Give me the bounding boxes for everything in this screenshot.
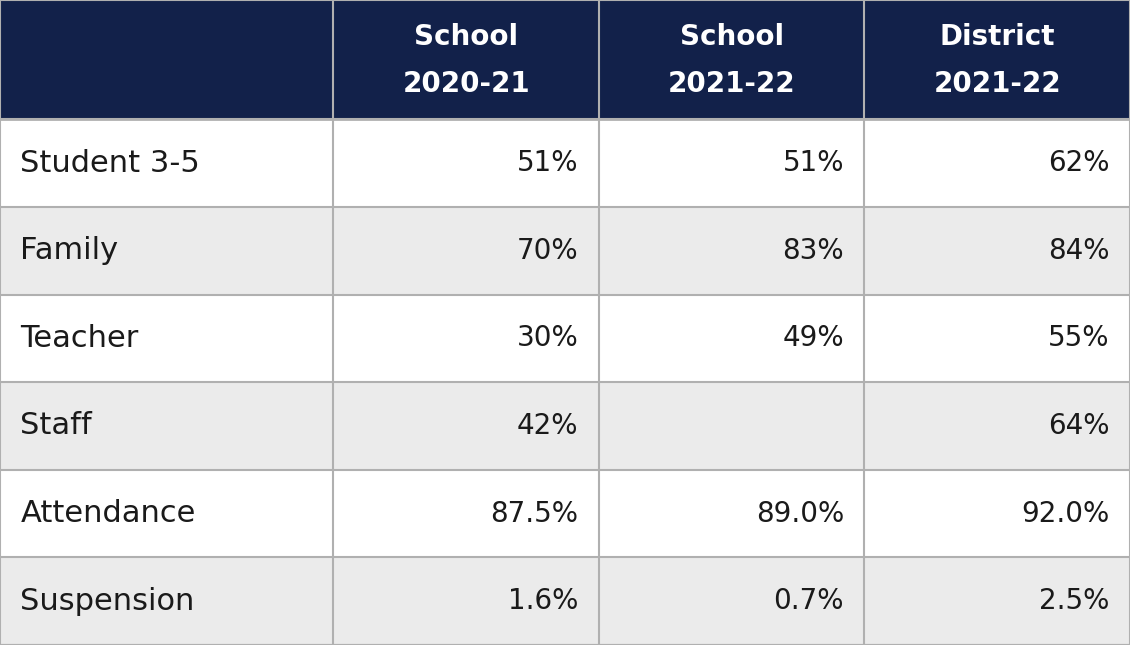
Text: 2021-22: 2021-22 — [668, 70, 796, 98]
Text: 2020-21: 2020-21 — [402, 70, 530, 98]
Bar — [333, 207, 599, 295]
Text: 2.5%: 2.5% — [1040, 587, 1110, 615]
Bar — [599, 0, 864, 119]
Text: 51%: 51% — [518, 149, 579, 177]
Bar — [864, 382, 1130, 470]
Bar — [599, 295, 864, 382]
Text: 70%: 70% — [516, 237, 579, 264]
Bar — [333, 557, 599, 645]
Bar — [0, 557, 333, 645]
Bar — [864, 557, 1130, 645]
Bar — [864, 295, 1130, 382]
Bar — [333, 0, 599, 119]
Text: Suspension: Suspension — [20, 587, 194, 616]
Text: 89.0%: 89.0% — [756, 500, 844, 528]
Bar — [333, 382, 599, 470]
Text: School: School — [414, 23, 519, 51]
Text: 42%: 42% — [518, 412, 579, 440]
Text: 51%: 51% — [783, 149, 844, 177]
Bar — [333, 470, 599, 557]
Bar — [599, 119, 864, 207]
Text: 55%: 55% — [1049, 324, 1110, 352]
Text: 84%: 84% — [1049, 237, 1110, 264]
Text: Teacher: Teacher — [20, 324, 139, 353]
Bar — [0, 0, 333, 119]
Text: 49%: 49% — [782, 324, 844, 352]
Text: 64%: 64% — [1049, 412, 1110, 440]
Text: 0.7%: 0.7% — [774, 587, 844, 615]
Text: School: School — [679, 23, 784, 51]
Text: 92.0%: 92.0% — [1022, 500, 1110, 528]
Bar — [0, 470, 333, 557]
Bar — [864, 119, 1130, 207]
Bar — [864, 0, 1130, 119]
Text: 83%: 83% — [782, 237, 844, 264]
Text: District: District — [939, 23, 1055, 51]
Text: Attendance: Attendance — [20, 499, 195, 528]
Bar — [0, 382, 333, 470]
Bar — [599, 557, 864, 645]
Bar — [333, 119, 599, 207]
Text: Student 3-5: Student 3-5 — [20, 148, 200, 177]
Bar — [0, 119, 333, 207]
Bar — [864, 207, 1130, 295]
Text: 87.5%: 87.5% — [490, 500, 579, 528]
Bar — [864, 470, 1130, 557]
Text: 30%: 30% — [516, 324, 579, 352]
Bar — [599, 470, 864, 557]
Bar — [0, 207, 333, 295]
Bar — [599, 207, 864, 295]
Bar — [0, 295, 333, 382]
Bar — [599, 382, 864, 470]
Text: 62%: 62% — [1049, 149, 1110, 177]
Text: 2021-22: 2021-22 — [933, 70, 1061, 98]
Text: 1.6%: 1.6% — [508, 587, 579, 615]
Text: Family: Family — [20, 236, 119, 265]
Text: Staff: Staff — [20, 412, 92, 441]
Bar — [333, 295, 599, 382]
